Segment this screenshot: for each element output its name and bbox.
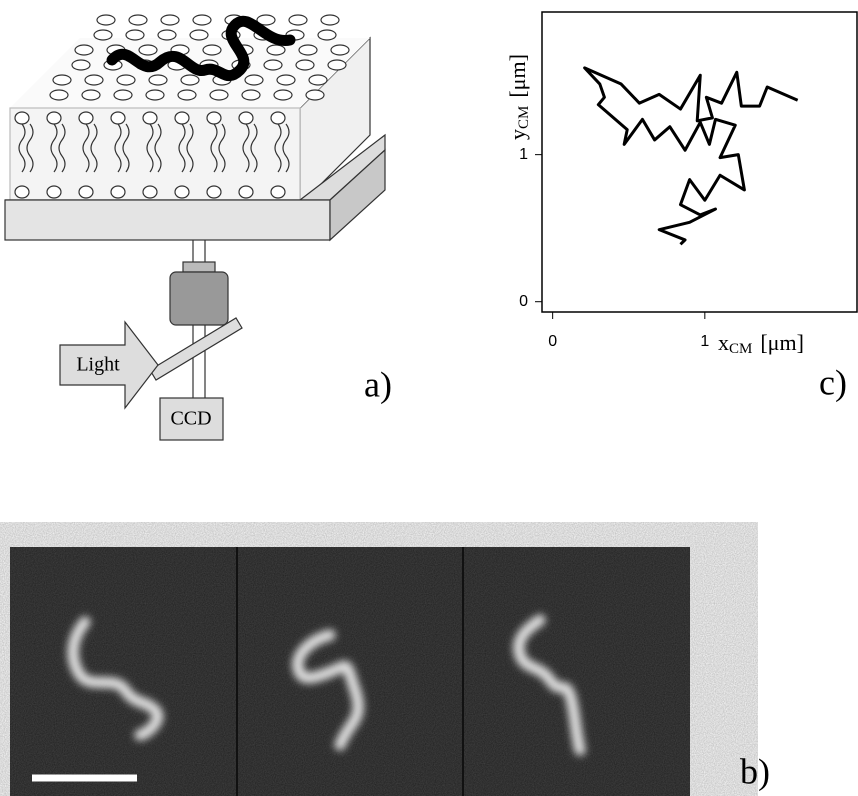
lipid-head — [94, 30, 112, 40]
lipid-head — [158, 30, 176, 40]
lipid-head — [277, 75, 295, 85]
lipid-head — [143, 186, 157, 198]
lipid-head — [85, 75, 103, 85]
lipid-head — [296, 60, 314, 70]
lipid-head — [175, 186, 189, 198]
lipid-head — [239, 186, 253, 198]
lipid-head — [146, 90, 164, 100]
figure: Light CCD a) b) c) 0101xCM[μm]yCM[μm] — [0, 0, 858, 796]
lipid-head — [264, 60, 282, 70]
lipid-head — [175, 112, 189, 124]
lipid-head — [207, 112, 221, 124]
x-axis-label-subscript: CM — [729, 341, 752, 357]
lipid-head — [117, 75, 135, 85]
x-axis-label: xCM [μm] — [718, 330, 804, 357]
lipid-head — [97, 15, 115, 25]
x-tick-label: 0 — [548, 333, 557, 350]
lipid-head — [79, 112, 93, 124]
lipid-head — [161, 15, 179, 25]
lipid-head — [289, 15, 307, 25]
lipid-head — [50, 90, 68, 100]
lipid-head — [75, 45, 93, 55]
lipid-head — [318, 30, 336, 40]
panel-label: a) — [364, 364, 392, 404]
y-tick-label: 1 — [519, 146, 528, 163]
lipid-head — [306, 90, 324, 100]
micrograph — [10, 547, 690, 796]
panel-label: c) — [819, 362, 847, 402]
lipid-head — [210, 90, 228, 100]
lipid-head — [242, 90, 260, 100]
lipid-head — [149, 75, 167, 85]
lipid-head — [15, 112, 29, 124]
lipid-head — [274, 90, 292, 100]
x-tick-label: 1 — [700, 333, 709, 350]
lipid-head — [331, 45, 349, 55]
lipid-head — [143, 112, 157, 124]
lipid-head — [15, 186, 29, 198]
lipid-head — [207, 186, 221, 198]
lipid-head — [190, 30, 208, 40]
lipid-head — [111, 112, 125, 124]
plot-frame — [542, 12, 857, 312]
x-axis-label-unit: [μm] — [760, 330, 804, 355]
lipid-head — [328, 60, 346, 70]
lipid-head — [47, 112, 61, 124]
setup-diagram — [5, 15, 385, 440]
lipid-head — [111, 186, 125, 198]
lipid-head — [271, 186, 285, 198]
panel-label: b) — [740, 751, 770, 791]
lipid-head — [203, 45, 221, 55]
lipid-head — [114, 90, 132, 100]
lipid-head — [181, 75, 199, 85]
y-axis-label-subscript: CM — [516, 106, 532, 129]
lipid-head — [321, 15, 339, 25]
y-tick-label: 0 — [519, 293, 528, 310]
lipid-head — [309, 75, 327, 85]
lipid-head — [299, 45, 317, 55]
ccd-label: CCD — [170, 408, 211, 430]
y-axis-label-unit: [μm] — [505, 54, 530, 98]
mirror — [150, 318, 242, 380]
trajectory — [585, 68, 798, 244]
lipid-head — [129, 15, 147, 25]
objective — [170, 272, 228, 325]
lipid-head — [193, 15, 211, 25]
y-axis-label-symbol: y — [505, 129, 530, 140]
lipid-head — [53, 75, 71, 85]
lipid-head — [245, 75, 263, 85]
y-axis-label: yCM [μm] — [505, 54, 532, 140]
lipid-head — [239, 112, 253, 124]
lipid-head — [72, 60, 90, 70]
objective-ring — [183, 262, 215, 272]
lipid-head — [139, 45, 157, 55]
slab-front — [5, 200, 330, 240]
x-axis-label-symbol: x — [718, 330, 729, 355]
lipid-head — [178, 90, 196, 100]
lipid-head — [47, 186, 61, 198]
lipid-head — [82, 90, 100, 100]
light-label: Light — [76, 354, 120, 376]
lipid-head — [79, 186, 93, 198]
lipid-head — [267, 45, 285, 55]
lipid-head — [126, 30, 144, 40]
lipid-head — [271, 112, 285, 124]
